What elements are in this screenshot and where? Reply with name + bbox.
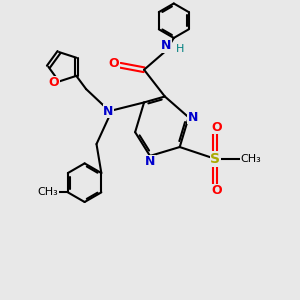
- Text: H: H: [176, 44, 184, 54]
- Text: CH₃: CH₃: [38, 188, 58, 197]
- Text: O: O: [212, 184, 222, 197]
- Text: CH₃: CH₃: [241, 154, 261, 164]
- Text: N: N: [103, 105, 114, 118]
- Text: N: N: [161, 40, 172, 52]
- Text: O: O: [108, 57, 119, 70]
- Text: N: N: [145, 155, 155, 168]
- Text: N: N: [188, 111, 198, 124]
- Text: O: O: [48, 76, 59, 89]
- Text: S: S: [210, 152, 220, 166]
- Text: O: O: [212, 121, 222, 134]
